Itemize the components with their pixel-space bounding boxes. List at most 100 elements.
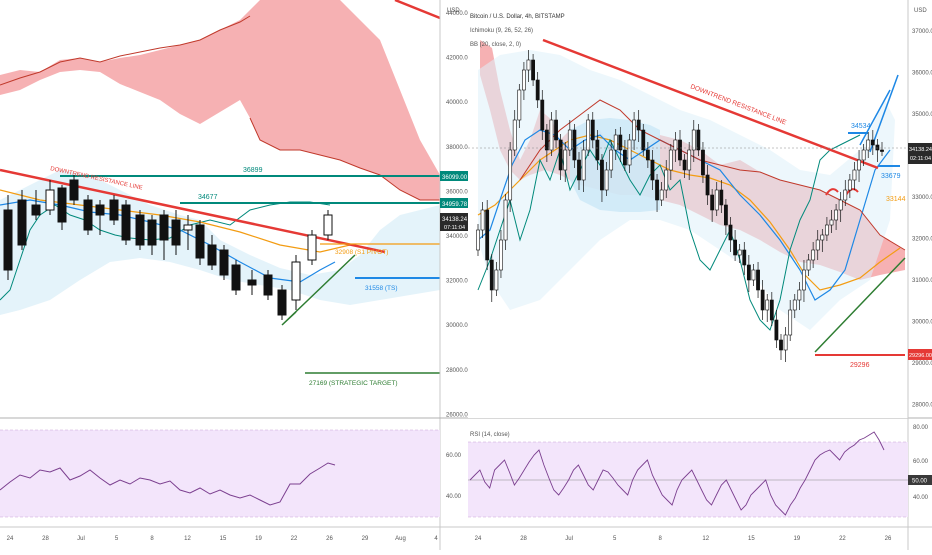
- right-time-tick: 5: [613, 536, 617, 542]
- left-downtrend-line: [0, 168, 386, 254]
- right-candle: [650, 159, 655, 181]
- right-price-tick: 29000.00: [912, 361, 932, 367]
- right-candle: [567, 129, 572, 151]
- left-candle: [95, 204, 105, 216]
- right-candle: [517, 89, 522, 121]
- right-candle: [792, 299, 797, 311]
- right-candle: [623, 149, 627, 166]
- right-candle: [737, 249, 742, 256]
- right-candle: [870, 139, 875, 146]
- left-rsi-tick-60: 60.00: [446, 453, 462, 459]
- left-green-wedge: [281, 254, 356, 326]
- right-arrow-1: [825, 188, 839, 196]
- right-panel: DOWNTREND RESISTANCE LINE 34534 33679 33…: [468, 0, 932, 550]
- right-time-tick: 15: [748, 536, 755, 542]
- right-candle: [701, 149, 705, 176]
- right-candle: [618, 134, 623, 151]
- left-ts-label: 31558 (TS): [365, 285, 398, 292]
- right-candle: [746, 264, 751, 281]
- right-candle: [788, 309, 793, 336]
- left-time-tick: 8: [150, 536, 154, 542]
- right-time-tick: 28: [520, 536, 527, 542]
- left-rsi-band: [0, 430, 440, 517]
- left-price-tick: 36000.00: [446, 189, 472, 195]
- right-candle: [613, 134, 618, 151]
- right-candle: [779, 339, 783, 351]
- left-candle: [263, 274, 273, 296]
- right-time-tick: 19: [794, 536, 801, 542]
- left-price-tick: 32000.00: [446, 279, 472, 285]
- left-candle: [183, 224, 193, 231]
- left-time-axis: 24 28 Jul 5 8 12 15 19 22 26 29 Aug 4: [7, 536, 439, 542]
- left-time-tick: 29: [362, 536, 369, 542]
- left-target-label: 27169 (STRATEGIC TARGET): [309, 380, 398, 387]
- right-candle: [572, 129, 577, 161]
- right-candle: [802, 269, 806, 291]
- right-senkou-red-line: [519, 99, 906, 251]
- left-candle: [247, 279, 257, 286]
- right-price-tick: 30000.00: [912, 320, 932, 326]
- right-candle: [480, 209, 485, 231]
- left-candle: [231, 264, 241, 291]
- right-candle: [843, 189, 848, 201]
- left-candle: [109, 199, 119, 221]
- right-candle: [756, 269, 760, 291]
- right-candle: [627, 139, 632, 166]
- right-candle: [834, 209, 838, 221]
- right-time-tick: 8: [659, 536, 663, 542]
- right-candle: [600, 159, 604, 191]
- right-candle: [687, 149, 692, 171]
- left-time-tick: Aug: [395, 536, 406, 542]
- left-candle: [83, 199, 93, 231]
- right-candle: [668, 149, 673, 171]
- right-candle: [769, 299, 774, 321]
- right-legend-bb: BB (20, close, 2, 0): [470, 42, 521, 48]
- right-rsi-tick-80: 80.00: [913, 425, 929, 431]
- right-bb-band: [478, 50, 895, 330]
- right-candle: [774, 319, 779, 341]
- right-candle: [733, 239, 737, 256]
- left-price-tick: 40000.00: [446, 100, 472, 106]
- left-time-tick: 4: [434, 536, 438, 542]
- left-candles: [3, 175, 333, 320]
- right-candle: [526, 59, 531, 71]
- right-price-tick: 37000.00: [912, 29, 932, 35]
- left-candle: [121, 204, 131, 241]
- left-tag1: 36099.00: [442, 175, 468, 181]
- right-chikou-line: [477, 134, 861, 331]
- right-rsi-tick-40: 40.00: [913, 495, 929, 501]
- right-axis-unit: USD: [914, 8, 927, 14]
- right-candle: [655, 179, 659, 201]
- right-candle: [632, 119, 636, 141]
- left-candle: [207, 244, 217, 266]
- right-candle: [705, 174, 710, 196]
- right-rsi-line: [469, 431, 885, 516]
- right-candle: [577, 159, 581, 181]
- right-time-tick: Jul: [565, 536, 573, 542]
- left-cloud-red: [0, 0, 440, 200]
- right-candle: [847, 179, 852, 191]
- right-candle: [765, 299, 770, 311]
- right-candle: [554, 119, 558, 141]
- left-candle: [45, 189, 55, 211]
- left-time-tick: 22: [291, 536, 298, 542]
- left-price-axis: 44000.00 42000.00 40000.00 38000.00 36000.00…: [446, 11, 472, 418]
- right-candle: [609, 149, 614, 171]
- right-candles: [476, 50, 884, 362]
- left-candle: [69, 179, 79, 201]
- left-axis-unit: USD: [447, 8, 460, 14]
- right-candle: [645, 149, 650, 161]
- left-price-tick: 30000.00: [446, 323, 472, 329]
- right-candle: [494, 269, 499, 291]
- left-price-tick: 42000.00: [446, 56, 472, 62]
- right-downtrend-line: [542, 38, 879, 170]
- right-candle: [489, 259, 494, 291]
- left-candle: [135, 214, 145, 246]
- right-candle: [852, 169, 857, 181]
- left-time-tick: 15: [220, 536, 227, 542]
- right-candle: [783, 334, 788, 351]
- right-candle: [880, 149, 884, 152]
- right-candle: [549, 119, 554, 151]
